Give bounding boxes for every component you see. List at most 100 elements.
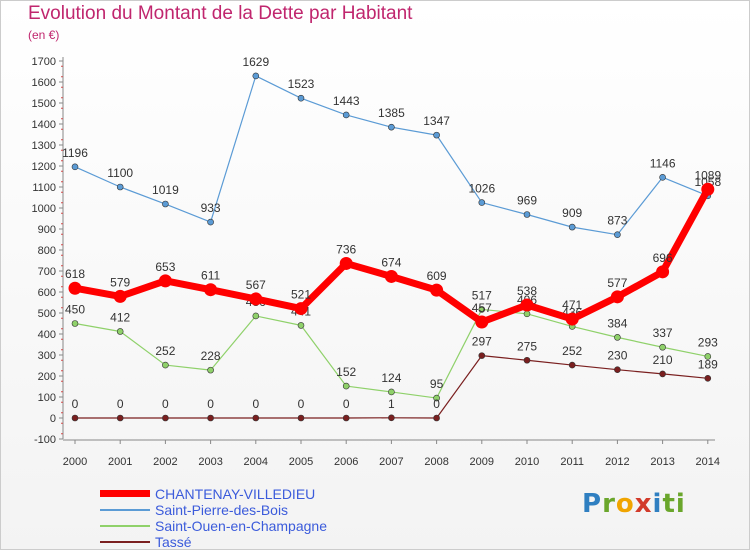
x-tick-label: 2003 <box>198 456 222 468</box>
data-label-saint-ouen-en-champagne: 152 <box>336 365 356 379</box>
data-label-saint-pierre-des-bois: 1443 <box>333 94 360 108</box>
y-tick-label: 200 <box>38 371 56 383</box>
y-tick-label: 400 <box>38 329 56 341</box>
data-point-saint-ouen-en-champagne <box>162 361 169 369</box>
data-label-tass-: 0 <box>298 397 305 411</box>
data-point-saint-ouen-en-champagne <box>116 328 124 335</box>
data-label-saint-pierre-des-bois: 1058 <box>694 175 721 189</box>
data-label-tass-: 230 <box>607 349 627 363</box>
data-point-tass- <box>116 414 124 422</box>
data-point-tass- <box>297 414 305 422</box>
data-point-tass- <box>252 414 260 422</box>
data-point-saint-pierre-des-bois <box>614 231 621 238</box>
data-point-chantenay-villedieu <box>113 289 127 303</box>
data-point-tass- <box>162 414 169 422</box>
x-tick-label: 2000 <box>63 456 87 468</box>
data-point-chantenay-villedieu <box>520 298 534 312</box>
data-label-saint-pierre-des-bois: 1146 <box>650 156 676 170</box>
y-tick-label: -100 <box>34 434 56 446</box>
data-point-saint-ouen-en-champagne <box>297 322 305 329</box>
y-tick-label: 100 <box>38 392 56 404</box>
legend-label: Tassé <box>155 534 192 550</box>
data-label-saint-ouen-en-champagne: 124 <box>381 371 401 385</box>
y-tick-label: 1000 <box>32 203 56 215</box>
data-point-saint-pierre-des-bois <box>116 183 124 191</box>
x-tick-label: 2012 <box>605 456 629 468</box>
data-label-saint-ouen-en-champagne: 228 <box>201 349 221 363</box>
data-point-tass- <box>568 361 576 369</box>
data-point-chantenay-villedieu <box>475 315 489 329</box>
legend-swatch <box>100 525 150 527</box>
y-tick-label: 1200 <box>32 161 56 173</box>
y-tick-label: 1300 <box>32 140 56 152</box>
data-point-saint-ouen-en-champagne <box>523 310 531 318</box>
data-point-saint-pierre-des-bois <box>162 200 169 208</box>
data-label-saint-pierre-des-bois: 1100 <box>107 166 133 180</box>
data-point-saint-ouen-en-champagne <box>342 382 350 390</box>
y-tick-label: 500 <box>38 308 56 320</box>
data-point-tass- <box>614 366 621 374</box>
data-label-chantenay-villedieu: 567 <box>246 278 266 292</box>
data-point-saint-ouen-en-champagne <box>388 388 395 396</box>
y-tick-label: 1700 <box>32 56 56 68</box>
data-label-chantenay-villedieu: 696 <box>653 251 673 265</box>
x-tick-label: 2001 <box>108 456 132 468</box>
legend-label: Saint-Ouen-en-Champagne <box>155 518 327 534</box>
data-point-chantenay-villedieu <box>701 182 715 196</box>
legend-swatch <box>100 541 150 543</box>
data-label-saint-pierre-des-bois: 933 <box>201 201 221 215</box>
data-label-chantenay-villedieu: 618 <box>65 267 85 281</box>
x-tick-label: 2011 <box>560 456 584 468</box>
data-label-saint-ouen-en-champagne: 412 <box>110 310 130 324</box>
data-point-tass- <box>478 352 486 359</box>
y-tick-label: 700 <box>38 266 56 278</box>
x-tick-label: 2008 <box>424 456 448 468</box>
data-point-chantenay-villedieu <box>339 256 353 270</box>
data-point-saint-pierre-des-bois <box>433 131 440 139</box>
data-label-tass-: 0 <box>162 397 169 411</box>
data-label-chantenay-villedieu: 674 <box>381 255 401 269</box>
data-point-chantenay-villedieu <box>249 292 263 306</box>
data-label-saint-pierre-des-bois: 1026 <box>468 182 495 196</box>
data-point-chantenay-villedieu <box>565 312 579 326</box>
brand-logo: Proxiti <box>582 489 686 519</box>
data-point-tass- <box>704 375 712 382</box>
data-point-chantenay-villedieu <box>158 274 172 288</box>
data-point-tass- <box>659 370 666 378</box>
data-point-saint-pierre-des-bois <box>659 174 666 181</box>
legend-label: CHANTENAY-VILLEDIEU <box>155 486 316 502</box>
y-tick-label: 600 <box>38 287 56 299</box>
data-point-tass- <box>342 414 350 422</box>
data-label-tass-: 1 <box>388 397 395 411</box>
data-label-saint-pierre-des-bois: 1347 <box>423 114 450 128</box>
data-label-chantenay-villedieu: 579 <box>110 275 130 289</box>
y-tick-label: 0 <box>50 413 56 425</box>
legend-swatch <box>100 509 150 511</box>
data-label-tass-: 0 <box>207 397 214 411</box>
data-point-saint-ouen-en-champagne <box>614 334 621 341</box>
data-label-tass-: 210 <box>653 353 673 367</box>
data-point-tass- <box>388 414 395 422</box>
data-label-chantenay-villedieu: 457 <box>472 301 492 315</box>
data-label-chantenay-villedieu: 609 <box>427 269 447 283</box>
x-tick-label: 2014 <box>696 456 720 468</box>
data-label-chantenay-villedieu: 521 <box>291 288 311 302</box>
data-point-saint-ouen-en-champagne <box>478 306 486 313</box>
data-point-saint-pierre-des-bois <box>207 218 214 226</box>
data-label-tass-: 189 <box>698 357 718 371</box>
data-point-saint-ouen-en-champagne <box>71 320 79 327</box>
data-label-chantenay-villedieu: 577 <box>607 276 627 290</box>
data-label-saint-pierre-des-bois: 1629 <box>242 55 269 69</box>
data-label-chantenay-villedieu: 736 <box>336 242 356 256</box>
x-tick-label: 2006 <box>334 456 358 468</box>
chart-unit: (en €) <box>28 28 60 42</box>
data-label-saint-pierre-des-bois: 873 <box>607 214 627 228</box>
data-label-saint-ouen-en-champagne: 95 <box>430 377 444 391</box>
data-label-saint-ouen-en-champagne: 384 <box>607 316 627 330</box>
data-point-saint-pierre-des-bois <box>297 94 305 102</box>
x-tick-label: 2009 <box>470 456 494 468</box>
data-label-tass-: 0 <box>343 397 350 411</box>
data-point-saint-pierre-des-bois <box>342 111 350 119</box>
data-label-saint-ouen-en-champagne: 337 <box>653 326 673 340</box>
